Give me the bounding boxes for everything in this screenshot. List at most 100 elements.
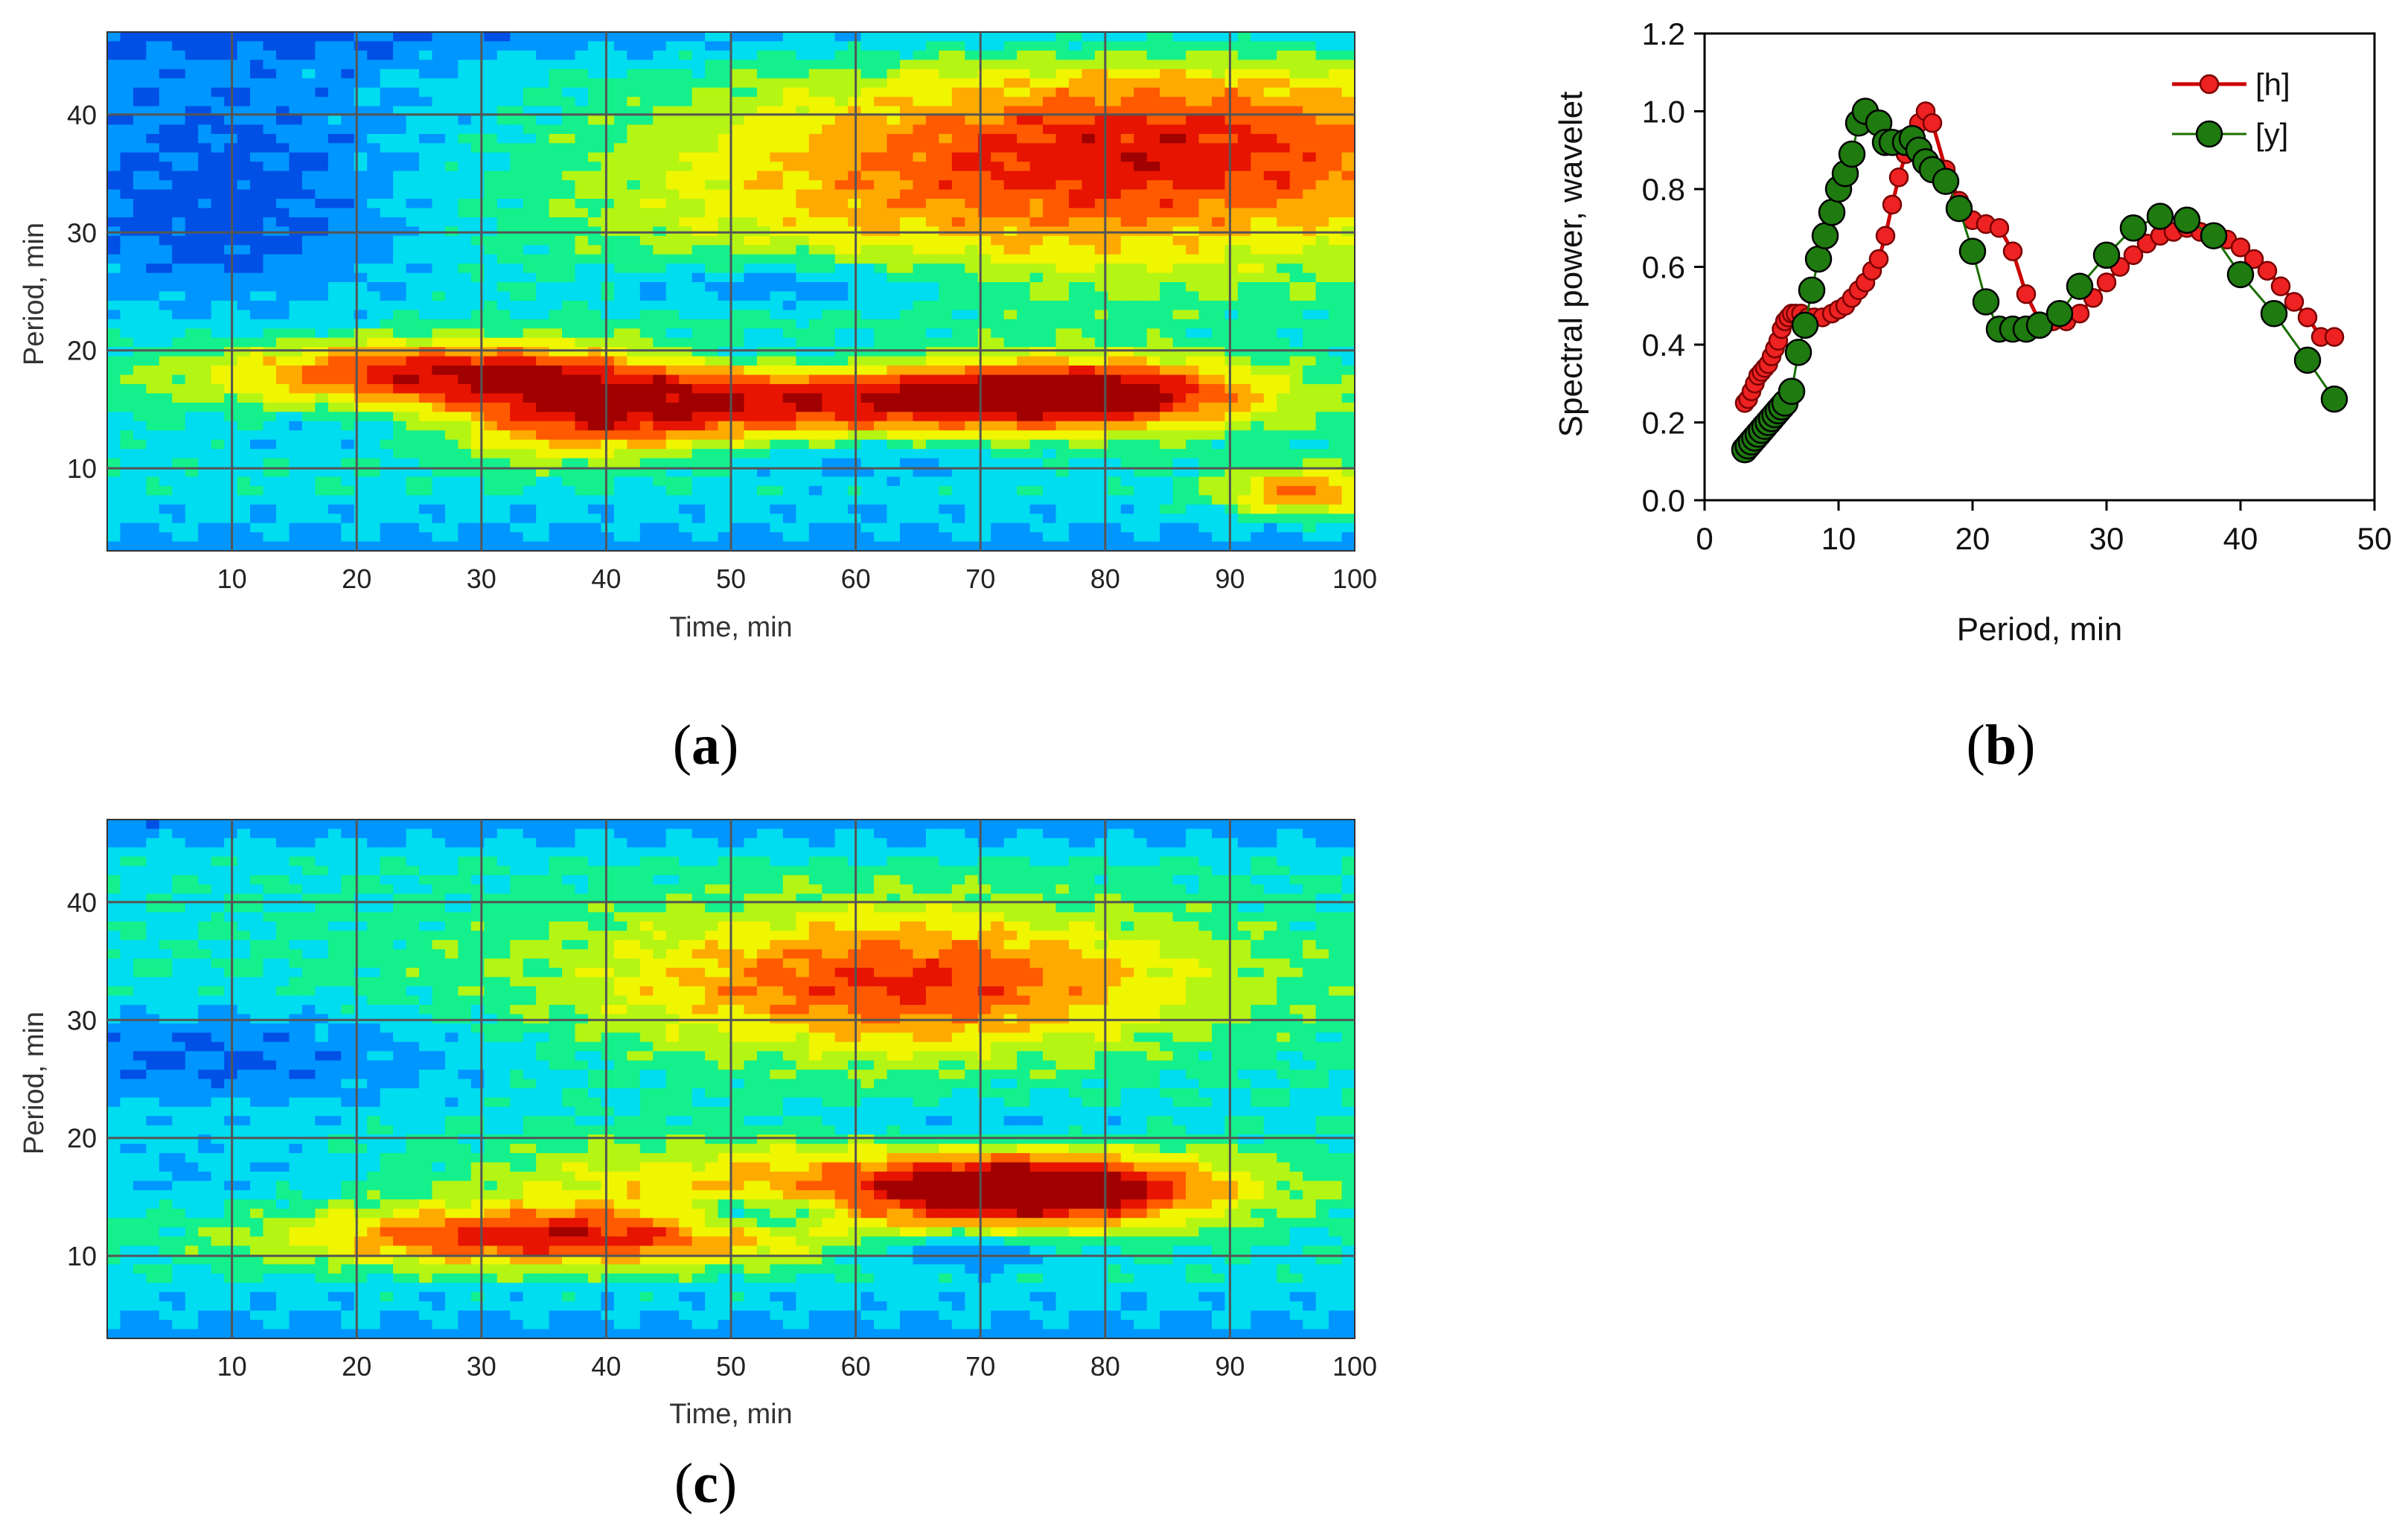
heat-cell <box>1211 412 1226 422</box>
heat-cell <box>782 50 797 61</box>
heat-cell <box>874 245 888 255</box>
heat-cell <box>1134 199 1148 209</box>
heat-cell <box>211 199 225 209</box>
heat-cell <box>1120 133 1135 144</box>
heat-cell <box>874 32 888 42</box>
heat-cell <box>1211 133 1226 144</box>
heat-cell <box>1237 68 1252 80</box>
heat-cell <box>1224 300 1239 311</box>
heat-cell <box>913 124 927 135</box>
heat-cell <box>822 439 836 450</box>
heat-cell <box>263 328 277 339</box>
heat-cell <box>1329 124 1343 135</box>
heat-cell <box>1134 264 1148 274</box>
heat-cell <box>796 393 810 403</box>
heat-cell <box>1237 337 1252 348</box>
heat-cell <box>965 485 979 497</box>
heat-cell <box>925 393 940 403</box>
heat-cell <box>185 180 199 191</box>
heat-cell <box>705 97 719 107</box>
heat-cell <box>172 383 186 395</box>
heat-cell <box>965 393 979 403</box>
heat-cell <box>601 143 615 153</box>
heat-cell <box>1003 78 1018 89</box>
heat-cell <box>341 115 355 126</box>
heat-cell <box>796 32 810 42</box>
heat-cell <box>692 68 706 80</box>
heat-cell <box>601 78 615 89</box>
heat-cell <box>1198 264 1213 274</box>
heat-cell <box>1251 430 1265 441</box>
heat-cell <box>159 485 173 497</box>
heat-cell <box>731 356 745 366</box>
heat-cell <box>808 115 823 126</box>
heat-cell <box>627 365 641 376</box>
heat-cell <box>484 235 498 246</box>
heat-cell <box>887 50 901 61</box>
heat-cell <box>1134 485 1148 497</box>
heat-cell <box>562 264 576 274</box>
heat-cell <box>341 458 355 468</box>
heat-cell <box>172 41 186 51</box>
heat-cell <box>601 170 615 181</box>
heat-cell <box>1120 124 1135 135</box>
heat-cell <box>627 41 641 51</box>
heat-cell <box>782 383 797 395</box>
heat-cell <box>1329 189 1343 199</box>
heat-cell <box>822 208 836 218</box>
heat-cell <box>639 189 654 199</box>
heat-cell <box>653 272 667 283</box>
heat-cell <box>808 476 823 487</box>
heat-cell <box>1146 68 1160 80</box>
heat-cell <box>1172 300 1187 311</box>
heat-cell <box>1043 402 1057 413</box>
heat-cell <box>627 485 641 497</box>
heat-cell <box>822 300 836 311</box>
heat-cell <box>458 347 472 357</box>
heat-cell <box>419 300 433 311</box>
heat-cell <box>549 78 563 89</box>
heat-cell <box>496 143 511 153</box>
heat-cell <box>1341 189 1355 199</box>
heat-cell <box>718 300 732 311</box>
heat-cell <box>1172 383 1187 395</box>
heat-cell <box>289 485 303 497</box>
heat-cell <box>692 235 706 246</box>
heat-cell <box>627 87 641 98</box>
heat-cell <box>263 78 277 89</box>
heat-cell <box>1146 430 1160 441</box>
heat-cell <box>1315 439 1329 450</box>
heat-cell <box>1082 97 1096 107</box>
heat-cell <box>1043 32 1057 42</box>
heat-cell <box>587 449 602 459</box>
heat-cell <box>328 430 342 441</box>
heat-cell <box>1120 199 1135 209</box>
heat-cell <box>1094 282 1109 293</box>
heat-cell <box>1172 235 1187 246</box>
heat-cell <box>367 133 381 144</box>
heat-cell <box>1094 254 1109 264</box>
heat-cell <box>627 254 641 264</box>
heat-cell <box>107 291 121 301</box>
heat-cell <box>1094 319 1109 330</box>
heat-cell <box>731 50 745 61</box>
heat-cell <box>925 476 940 487</box>
heat-cell <box>406 60 420 70</box>
heat-cell <box>444 476 459 487</box>
heat-cell <box>1315 402 1329 413</box>
heat-cell <box>1186 328 1200 339</box>
heat-cell <box>796 449 810 459</box>
heat-cell <box>132 189 147 199</box>
heat-cell <box>458 199 472 209</box>
heat-cell <box>263 319 277 330</box>
heat-cell <box>613 115 628 126</box>
heat-cell <box>536 356 550 366</box>
heat-cell <box>874 485 888 497</box>
heat-cell <box>1003 50 1018 61</box>
heat-cell <box>484 170 498 181</box>
heat-cell <box>237 430 251 441</box>
heat-cell <box>808 356 823 366</box>
heat-cell <box>1289 60 1303 70</box>
heat-cell <box>1160 449 1174 459</box>
heat-cell <box>185 374 199 385</box>
